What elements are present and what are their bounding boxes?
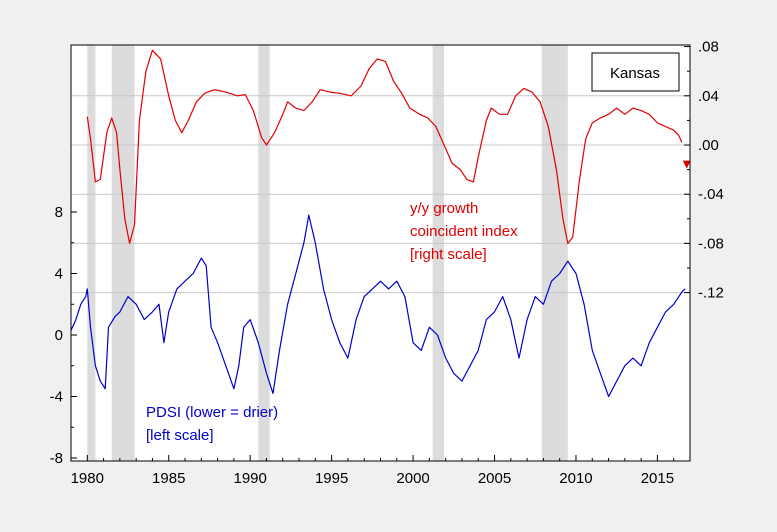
right-axis-tick-label: -.12 bbox=[698, 285, 724, 302]
right-axis-tick-label: -.08 bbox=[698, 235, 724, 252]
right-axis-tick-label: -.04 bbox=[698, 186, 724, 203]
legend-box-label: Kansas bbox=[610, 65, 660, 82]
red-annotation-line-2: coincident index bbox=[410, 223, 518, 240]
red-annotation-line-1: y/y growth bbox=[410, 200, 478, 217]
x-axis-tick-label: 2010 bbox=[559, 470, 592, 487]
right-axis-tick-label: .08 bbox=[698, 39, 719, 56]
x-axis-tick-label: 1980 bbox=[71, 470, 104, 487]
left-axis-tick-label: 0 bbox=[55, 327, 63, 344]
blue-annotation-line-1: PDSI (lower = drier) bbox=[146, 404, 278, 421]
x-axis-tick-label: 2000 bbox=[396, 470, 429, 487]
left-axis-tick-label: -4 bbox=[50, 389, 63, 406]
x-axis-tick-label: 2005 bbox=[478, 470, 511, 487]
left-axis-tick-label: 8 bbox=[55, 204, 63, 221]
red-annotation-line-3: [right scale] bbox=[410, 246, 487, 263]
x-axis-tick-label: 1990 bbox=[233, 470, 266, 487]
left-axis-tick-label: 4 bbox=[55, 266, 63, 283]
x-axis-tick-label: 1985 bbox=[152, 470, 185, 487]
right-axis-tick-label: .04 bbox=[698, 88, 719, 105]
left-axis-tick-label: -8 bbox=[50, 450, 63, 467]
recession-band bbox=[112, 45, 135, 461]
x-axis-tick-label: 1995 bbox=[315, 470, 348, 487]
right-axis-tick-label: .00 bbox=[698, 137, 719, 154]
chart: -8 -4 0 4 8 .08 .04 .00 -.04 -.08 -.12 1980 1985 19… bbox=[0, 0, 777, 532]
recession-band bbox=[542, 45, 568, 461]
plot-area bbox=[71, 45, 690, 461]
recession-band bbox=[258, 45, 269, 461]
recession-band bbox=[87, 45, 95, 461]
x-axis-tick-label: 2015 bbox=[641, 470, 674, 487]
legend-box: Kansas bbox=[592, 53, 679, 91]
blue-annotation-line-2: [left scale] bbox=[146, 427, 214, 444]
